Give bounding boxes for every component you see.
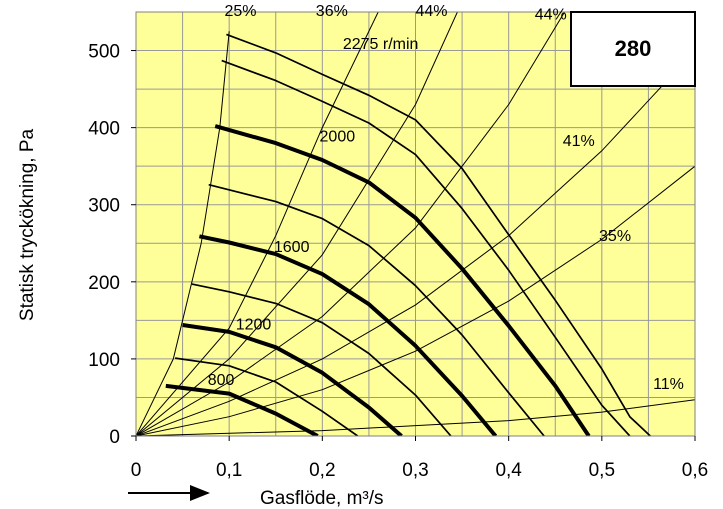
y-tick-label: 500: [88, 42, 120, 63]
x-tick-label: 0,1: [216, 460, 242, 481]
size-badge-text: 280: [615, 36, 652, 61]
y-tick-label: 300: [88, 196, 120, 217]
curve-label: 35%: [599, 228, 631, 245]
efficiency-curve: [136, 12, 458, 436]
curve-label: 44%: [416, 3, 448, 20]
speed-curve: [174, 357, 359, 436]
speed-curve: [226, 33, 651, 436]
speed-curve: [198, 234, 498, 436]
speed-curve: [165, 383, 319, 436]
efficiency-curve: [136, 31, 230, 436]
x-axis-ticks: 0 0,1 0,2 0,3 0,4 0,5 0,6: [131, 436, 708, 481]
speed-curve: [214, 124, 591, 436]
y-tick-label: 0: [109, 427, 120, 448]
curve-label: 41%: [563, 133, 595, 150]
y-axis-title: Statisk tryckökning, Pa: [17, 128, 38, 321]
efficiency-curves: [136, 12, 695, 436]
speed-curve: [221, 59, 631, 436]
y-tick-label: 400: [88, 119, 120, 140]
x-tick-label: 0,6: [682, 460, 708, 481]
x-tick-label: 0,3: [402, 460, 428, 481]
y-tick-label: 100: [88, 350, 120, 371]
x-tick-label: 0,5: [589, 460, 615, 481]
efficiency-curve: [136, 399, 695, 436]
speed-curve: [182, 323, 403, 436]
size-badge-box: [570, 11, 696, 87]
y-axis-ticks: 0 100 200 300 400 500: [88, 42, 136, 448]
curve-label: 44%: [535, 7, 567, 24]
curve-label: 1200: [236, 317, 272, 334]
x-tick-label: 0,2: [309, 460, 335, 481]
curve-label: 800: [208, 372, 235, 389]
curve-label: 36%: [316, 3, 348, 20]
curve-labels: 25% 36% 44% 44% 2275 r/min 2000 41% 1600 35% 1200…: [208, 3, 684, 393]
efficiency-curve: [136, 165, 695, 436]
speed-curves: [165, 33, 651, 436]
speed-curve: [191, 283, 452, 436]
x-axis-title: Gasflöde, m³/s: [260, 488, 384, 509]
size-badge: 280: [570, 11, 696, 87]
efficiency-curve: [136, 50, 695, 436]
x-tick-label: 0: [131, 460, 142, 481]
curve-label: 1600: [274, 239, 310, 256]
y-tick-label: 200: [88, 273, 120, 294]
speed-curve: [208, 183, 545, 436]
curve-label: 2000: [320, 129, 356, 146]
grid: [136, 12, 695, 436]
curve-label: 25%: [225, 3, 257, 20]
x-tick-label: 0,4: [495, 460, 522, 481]
efficiency-curve: [136, 12, 379, 436]
curve-label: 11%: [653, 376, 684, 393]
curve-label: 2275 r/min: [343, 36, 419, 53]
